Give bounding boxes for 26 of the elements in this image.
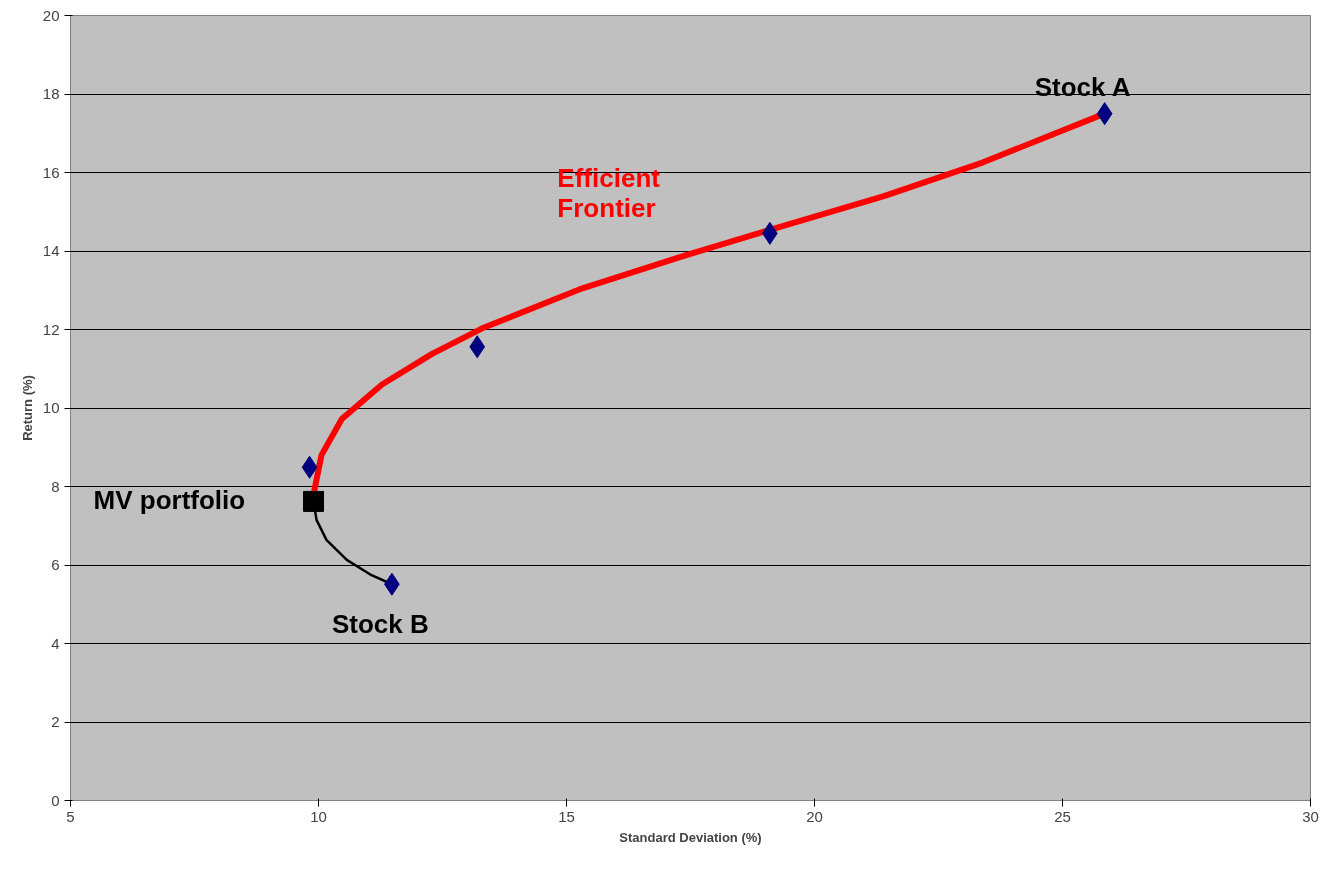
y-tick-label: 6 <box>51 556 60 573</box>
x-tick-label: 5 <box>66 807 75 825</box>
x-tick-label: 15 <box>558 807 575 825</box>
y-tick-label: 14 <box>42 242 60 259</box>
x-tick-label: 30 <box>1302 807 1319 825</box>
y-tick-label: 12 <box>42 320 60 338</box>
point <box>469 335 486 359</box>
y-tick-label: 8 <box>51 477 60 495</box>
y-tick-label: 10 <box>42 399 60 416</box>
series-label: Efficient Frontier <box>557 163 661 224</box>
y-tick-label: 0 <box>51 791 60 809</box>
annotation: Stock B <box>331 609 429 640</box>
point <box>1096 102 1113 126</box>
y-tick-label: 16 <box>42 163 60 181</box>
y-tick-label: 4 <box>51 634 60 652</box>
point <box>303 490 325 512</box>
annotation: MV portfolio <box>93 485 246 516</box>
y-tick-label: 18 <box>42 85 60 102</box>
x-tick-label: 20 <box>806 807 823 825</box>
y-axis-title: Return (%) <box>19 375 35 441</box>
x-tick-label: 25 <box>1054 807 1071 825</box>
point <box>301 455 318 479</box>
y-tick-label: 20 <box>42 6 60 24</box>
x-axis-title: Standard Deviation (%) <box>619 829 762 845</box>
y-tick-label: 2 <box>51 713 60 730</box>
x-tick-label: 10 <box>310 807 327 825</box>
